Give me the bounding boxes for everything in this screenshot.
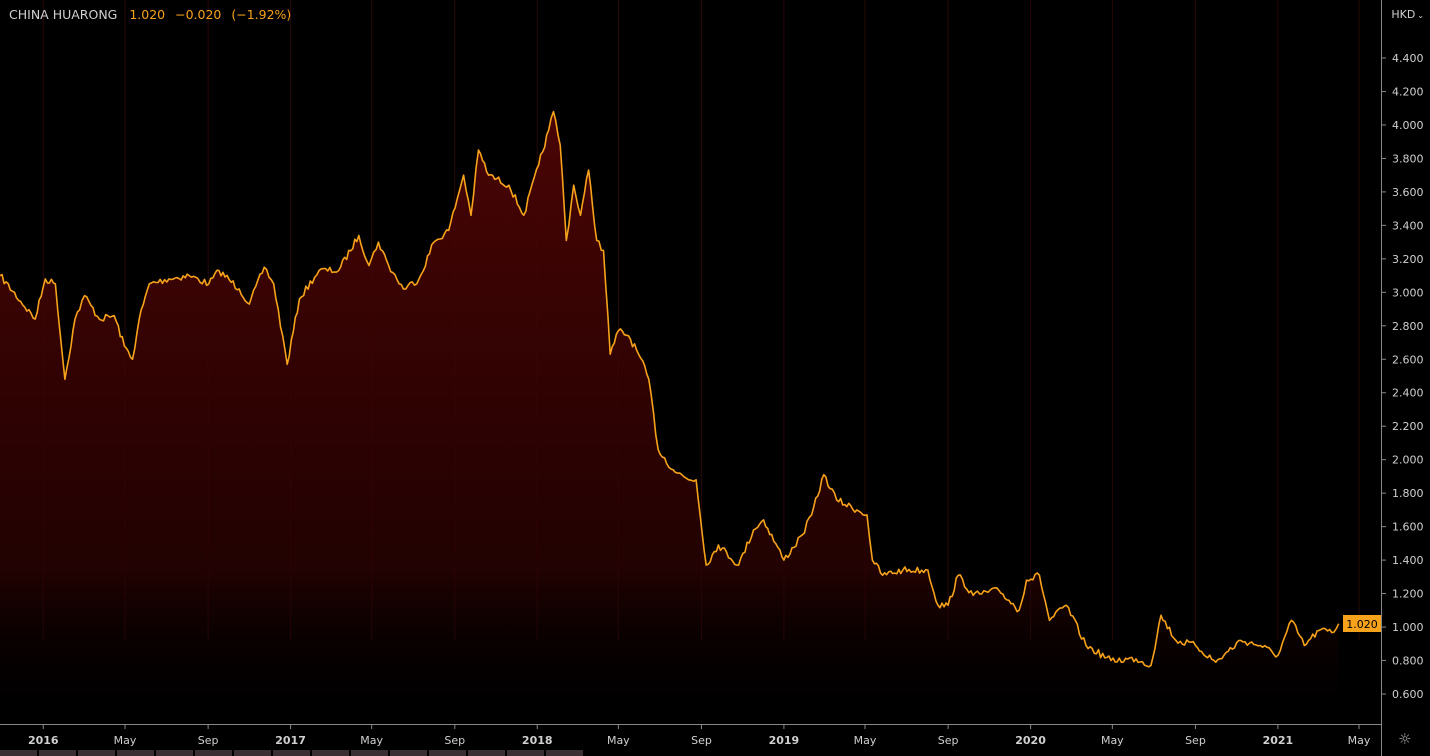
- strip-segment: [117, 750, 154, 756]
- x-tick-label: Sep: [1185, 734, 1206, 747]
- y-tick-label: 2.600: [1392, 353, 1424, 366]
- strip-segment: [312, 750, 349, 756]
- strip-segment: [468, 750, 505, 756]
- y-tick-label: 4.000: [1392, 119, 1424, 132]
- x-tick-label: May: [854, 734, 877, 747]
- last-price-value: 1.020: [1346, 618, 1378, 631]
- y-tick-label: 1.200: [1392, 588, 1424, 601]
- strip-segment: [0, 750, 37, 756]
- x-tick-label: May: [607, 734, 630, 747]
- currency-selector[interactable]: HKD ⌄: [1391, 8, 1424, 21]
- y-tick-label: 1.400: [1392, 554, 1424, 567]
- x-tick-label: 2021: [1263, 734, 1294, 747]
- price-line: [0, 110, 1340, 668]
- y-tick-label: 3.200: [1392, 253, 1424, 266]
- y-tick-label: 2.400: [1392, 387, 1424, 400]
- y-tick-label: 1.800: [1392, 487, 1424, 500]
- x-tick-label: Sep: [444, 734, 465, 747]
- strip-segment: [429, 750, 466, 756]
- currency-label: HKD: [1391, 8, 1416, 21]
- y-tick-label: 3.600: [1392, 186, 1424, 199]
- y-tick-label: 4.400: [1392, 52, 1424, 65]
- strip-segment: [507, 750, 544, 756]
- y-tick-label: 1.000: [1392, 621, 1424, 634]
- last-price-label: 1.020: [1343, 615, 1381, 632]
- strip-segment: [39, 750, 76, 756]
- y-tick-label: 3.800: [1392, 152, 1424, 165]
- y-axis: 0.600 0.800 1.000 1.200 1.400 1.600 1.800 2.000…: [1381, 52, 1424, 701]
- x-tick-label: Sep: [938, 734, 959, 747]
- strip-segment: [546, 750, 583, 756]
- y-tick-label: 1.600: [1392, 521, 1424, 534]
- symbol-legend: CHINA HUARONG 1.020 −0.020 (−1.92%): [9, 7, 297, 22]
- x-tick-label: May: [1348, 734, 1371, 747]
- x-tick-label: 2017: [275, 734, 306, 747]
- x-tick-label: Sep: [691, 734, 712, 747]
- strip-segment: [273, 750, 310, 756]
- bottom-tab-strip: [0, 750, 583, 756]
- x-tick-label: 2016: [28, 734, 59, 747]
- price-change-pct: (−1.92%): [231, 7, 292, 22]
- x-tick-label: May: [360, 734, 383, 747]
- y-tick-label: 3.400: [1392, 219, 1424, 232]
- y-tick-label: 3.000: [1392, 286, 1424, 299]
- x-tick-label: May: [1101, 734, 1124, 747]
- x-tick-label: May: [114, 734, 137, 747]
- strip-segment: [351, 750, 388, 756]
- x-tick-label: 2019: [769, 734, 800, 747]
- strip-segment: [78, 750, 115, 756]
- last-price: 1.020: [129, 7, 166, 22]
- y-tick-label: 0.800: [1392, 655, 1424, 668]
- strip-segment: [195, 750, 232, 756]
- x-tick-label: Sep: [198, 734, 219, 747]
- symbol-name: CHINA HUARONG: [9, 7, 118, 22]
- chevron-down-icon: ⌄: [1417, 11, 1424, 20]
- y-tick-label: 2.000: [1392, 454, 1424, 467]
- strip-segment: [390, 750, 427, 756]
- y-tick-label: 4.200: [1392, 85, 1424, 98]
- x-tick-label: 2020: [1015, 734, 1046, 747]
- price-change: −0.020: [175, 7, 222, 22]
- y-tick-label: 2.800: [1392, 320, 1424, 333]
- x-axis: 2016 May Sep 2017 May Sep 2018 May Sep 2019 May Sep…: [28, 724, 1371, 747]
- price-area-fill: [0, 111, 1339, 725]
- strip-segment: [156, 750, 193, 756]
- x-tick-label: 2018: [522, 734, 553, 747]
- sun-gear-icon[interactable]: ☼: [1398, 730, 1412, 748]
- strip-segment: [234, 750, 271, 756]
- y-tick-label: 2.200: [1392, 420, 1424, 433]
- y-tick-label: 0.600: [1392, 688, 1424, 701]
